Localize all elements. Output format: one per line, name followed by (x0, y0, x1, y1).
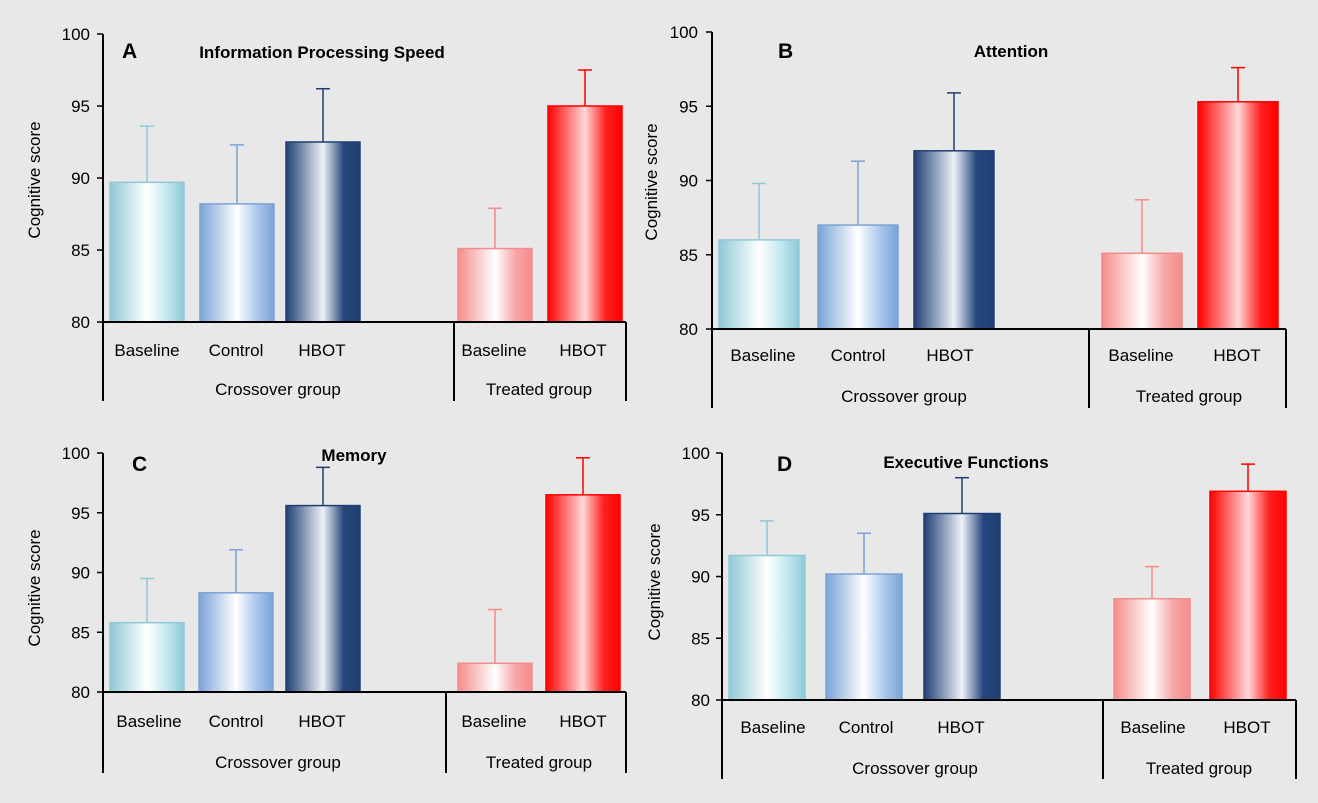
panel-b-bar-2 (913, 150, 995, 330)
panel-b-cat-4: HBOT (1213, 346, 1260, 365)
panel-a-cat-1: Control (209, 341, 264, 360)
panel-b-ylabel: Cognitive score (642, 123, 661, 240)
panel-d-title: Executive Functions (883, 453, 1048, 472)
panel-c-cat-0: Baseline (116, 712, 181, 731)
panel-a-bar-0 (109, 181, 185, 323)
panel-b-group-crossover: Crossover group (841, 387, 967, 406)
panel-d-cat-1: Control (839, 718, 894, 737)
panel-b-marks: 80 85 90 95 100 (670, 23, 1287, 408)
panel-c-group-crossover: Crossover group (215, 753, 341, 772)
panel-b-bar-0 (718, 239, 800, 330)
panel-c-ytick-label-1: 85 (71, 623, 90, 642)
panel-b-bar-1 (817, 224, 899, 330)
panel-a-marks: 80 85 90 95 100 (62, 25, 627, 401)
panel-c-bar-2 (285, 504, 361, 693)
panel-c-bar-3 (457, 662, 533, 693)
panel-b-cat-3: Baseline (1108, 346, 1173, 365)
panel-b-bar-4 (1197, 101, 1279, 330)
panel-a-group-crossover: Crossover group (215, 380, 341, 399)
panel-d-group-crossover: Crossover group (852, 759, 978, 778)
panel-c-cat-3: Baseline (461, 712, 526, 731)
panel-d-cat-3: Baseline (1120, 718, 1185, 737)
panel-d-bar-3 (1113, 597, 1191, 701)
panel-a-ytick-label-2: 90 (71, 169, 90, 188)
panel-c-ytick-label-3: 95 (71, 504, 90, 523)
panel-a-bar-4 (547, 105, 623, 323)
panel-b-ytick-label-0: 80 (679, 320, 698, 339)
panel-b-ytick-label-4: 100 (670, 23, 698, 42)
panel-b-title: Attention (974, 42, 1049, 61)
panel-a: 80 85 90 95 100 A Information Processing Spe… (25, 25, 627, 401)
panel-c-title: Memory (321, 446, 387, 465)
panel-d-group-treated: Treated group (1146, 759, 1252, 778)
panel-d-ytick-label-3: 95 (691, 506, 710, 525)
panel-d-ytick-label-1: 85 (691, 629, 710, 648)
panel-b-letter: B (778, 40, 793, 63)
panel-d: 80 85 90 95 100 D Executive Functions Cognit… (645, 444, 1297, 779)
panel-c-letter: C (132, 453, 147, 476)
panel-d-bar-2 (923, 512, 1001, 701)
panel-c-group-treated: Treated group (486, 753, 592, 772)
panel-b-ytick-label-1: 85 (679, 246, 698, 265)
panel-c-cat-4: HBOT (559, 712, 606, 731)
panel-a-ytick-label-1: 85 (71, 241, 90, 260)
panel-d-marks: 80 85 90 95 100 (682, 444, 1297, 779)
panel-a-group-treated: Treated group (486, 380, 592, 399)
panel-c-cat-1: Control (209, 712, 264, 731)
panel-b-ytick-label-3: 95 (679, 97, 698, 116)
panel-a-title: Information Processing Speed (199, 43, 445, 62)
panel-b-cat-1: Control (831, 346, 886, 365)
panel-a-ytick-label-4: 100 (62, 25, 90, 44)
panel-b-bar-3 (1101, 252, 1183, 330)
panel-d-bar-1 (825, 573, 903, 701)
panel-d-bar-0 (728, 554, 806, 701)
panel-b-cat-0: Baseline (730, 346, 795, 365)
panel-a-ylabel: Cognitive score (25, 121, 44, 238)
panel-d-letter: D (777, 453, 792, 476)
panel-a-cat-4: HBOT (559, 341, 606, 360)
panel-c-bar-0 (109, 621, 185, 693)
panel-d-cat-4: HBOT (1223, 718, 1270, 737)
panel-c-ytick-label-0: 80 (71, 683, 90, 702)
panel-a-cat-2: HBOT (298, 341, 345, 360)
panel-c-ytick-label-4: 100 (62, 444, 90, 463)
panel-c-marks: 80 85 90 95 100 (62, 444, 627, 773)
panel-d-ytick-label-2: 90 (691, 568, 710, 587)
panel-c-bar-1 (198, 592, 274, 693)
panel-d-bar-4 (1209, 490, 1287, 701)
panel-a-cat-0: Baseline (114, 341, 179, 360)
panel-c: 80 85 90 95 100 C Memory Cognitive score Bas… (25, 444, 627, 773)
panel-a-ytick-label-3: 95 (71, 97, 90, 116)
panel-d-ylabel: Cognitive score (645, 523, 664, 640)
panel-a-ytick-label-0: 80 (71, 313, 90, 332)
panel-b-group-treated: Treated group (1136, 387, 1242, 406)
panel-c-bar-4 (545, 494, 621, 693)
panel-d-cat-2: HBOT (937, 718, 984, 737)
panel-b-ytick-label-2: 90 (679, 172, 698, 191)
panel-d-ytick-label-0: 80 (691, 691, 710, 710)
panel-a-bar-2 (285, 141, 361, 323)
panel-c-cat-2: HBOT (298, 712, 345, 731)
panel-a-bar-1 (199, 203, 275, 323)
panel-a-letter: A (122, 40, 137, 63)
panel-c-ylabel: Cognitive score (25, 529, 44, 646)
panel-a-cat-3: Baseline (461, 341, 526, 360)
panel-d-cat-0: Baseline (740, 718, 805, 737)
panel-a-bar-3 (457, 247, 533, 323)
panel-b-cat-2: HBOT (926, 346, 973, 365)
panel-d-ytick-label-4: 100 (682, 444, 710, 463)
panel-c-ytick-label-2: 90 (71, 564, 90, 583)
